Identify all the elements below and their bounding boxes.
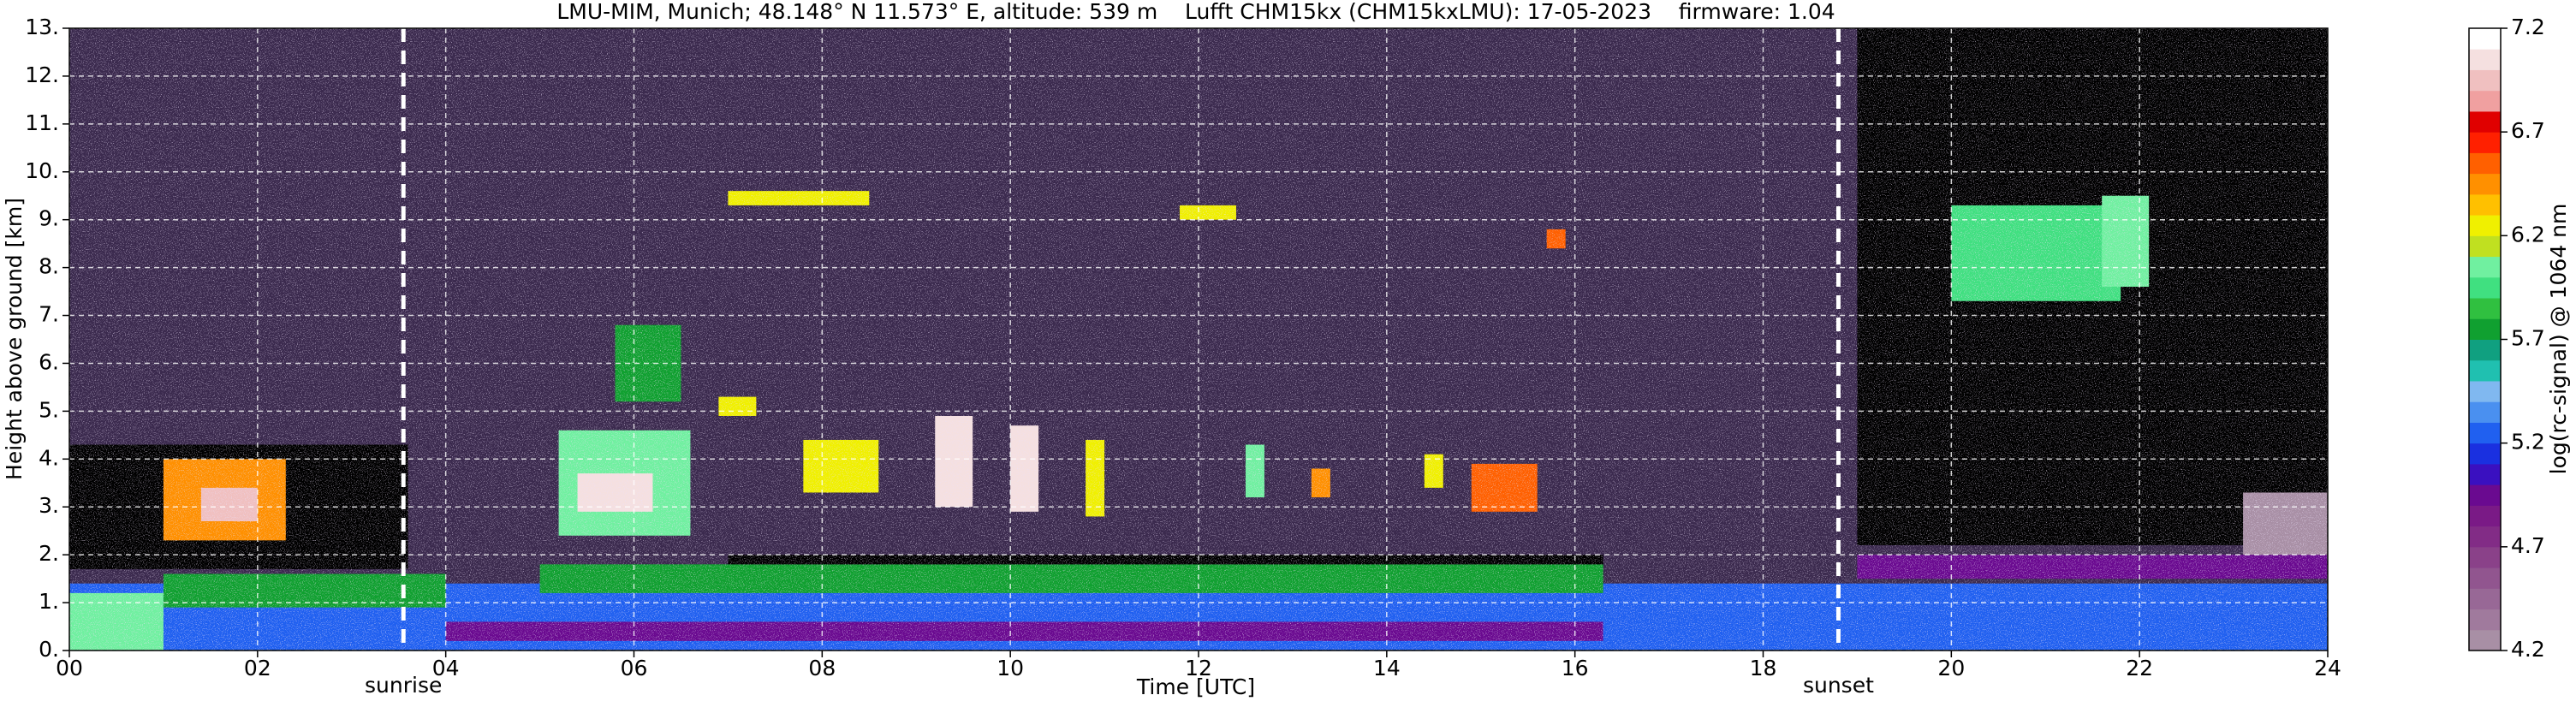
x-tick-label: 00 (56, 656, 83, 680)
y-tick-label: 2. (39, 541, 59, 566)
colorbar-bin (2469, 298, 2501, 319)
y-tick-label: 11. (25, 110, 59, 135)
colorbar-bin (2469, 318, 2501, 340)
y-tick-label: 12. (25, 62, 59, 87)
colorbar-tick-label: 5.7 (2511, 326, 2545, 351)
colorbar-bin (2469, 193, 2501, 216)
colorbar-bin (2469, 443, 2501, 465)
x-tick-label: 04 (432, 656, 460, 680)
colorbar-bin (2469, 152, 2501, 175)
x-tick-label: 18 (1750, 656, 1777, 680)
x-tick-label: 16 (1562, 656, 1589, 680)
colorbar-bin (2469, 526, 2501, 548)
x-tick-label: 10 (996, 656, 1024, 680)
y-tick-label: 9. (39, 206, 59, 231)
colorbar-bin (2469, 380, 2501, 402)
y-tick-label: 6. (39, 349, 59, 374)
plot-frame (68, 27, 2329, 651)
colorbar-tick-label: 6.7 (2511, 118, 2545, 143)
colorbar-bin (2469, 173, 2501, 195)
x-tick-label: 02 (244, 656, 271, 680)
x-tick-label: 14 (1373, 656, 1401, 680)
colorbar-bin (2469, 422, 2501, 444)
x-tick-label: 06 (621, 656, 648, 680)
colorbar-bin (2469, 276, 2501, 299)
colorbar-bin (2469, 110, 2501, 133)
x-tick-label: 08 (808, 656, 836, 680)
annotation-label: sunset (1803, 673, 1874, 698)
x-tick-label: 22 (2126, 656, 2153, 680)
colorbar-bin (2469, 215, 2501, 236)
colorbar-tick-label: 4.7 (2511, 533, 2545, 558)
colorbar-bin (2469, 28, 2501, 50)
x-tick-label: 12 (1185, 656, 1212, 680)
y-tick-label: 1. (39, 589, 59, 614)
colorbar-bin (2469, 588, 2501, 610)
y-tick-label: 13. (25, 15, 59, 39)
colorbar-label: log(rc-signal) @ 1064 nm (2546, 204, 2571, 475)
y-tick-label: 5. (39, 397, 59, 422)
x-axis-label: Time [UTC] (1136, 674, 1255, 699)
colorbar-bin (2469, 505, 2501, 527)
colorbar-bin (2469, 567, 2501, 589)
colorbar-bin (2469, 484, 2501, 506)
colorbar-bin (2469, 339, 2501, 361)
colorbar-bin (2469, 359, 2501, 382)
y-tick-label: 10. (25, 158, 59, 183)
y-tick-label: 4. (39, 445, 59, 470)
colorbar-tick-label: 4.2 (2511, 637, 2545, 662)
colorbar-bin (2469, 132, 2501, 153)
colorbar-bin (2469, 609, 2501, 631)
y-tick-label: 8. (39, 254, 59, 279)
y-tick-label: 3. (39, 493, 59, 518)
y-tick-label: 0. (39, 637, 59, 662)
colorbar-bin (2469, 401, 2501, 423)
y-tick-label: 7. (39, 302, 59, 327)
x-tick-label: 20 (1937, 656, 1965, 680)
colorbar-tick-label: 7.2 (2511, 15, 2545, 39)
colorbar-bin (2469, 546, 2501, 568)
y-axis-label: Height above ground [km] (2, 198, 27, 480)
colorbar-bin (2469, 90, 2501, 112)
colorbar-bin (2469, 49, 2501, 70)
colorbar-bin (2469, 69, 2501, 92)
colorbar-bin (2469, 256, 2501, 278)
colorbar-tick-label: 6.2 (2511, 222, 2545, 247)
colorbar-bin (2469, 629, 2501, 651)
colorbar-bin (2469, 235, 2501, 258)
colorbar-tick-label: 5.2 (2511, 430, 2545, 454)
annotation-label: sunrise (365, 673, 442, 698)
x-tick-label: 24 (2314, 656, 2341, 680)
colorbar-bin (2469, 463, 2501, 485)
chart-title: LMU-MIM, Munich; 48.148° N 11.573° E, al… (556, 0, 1835, 24)
